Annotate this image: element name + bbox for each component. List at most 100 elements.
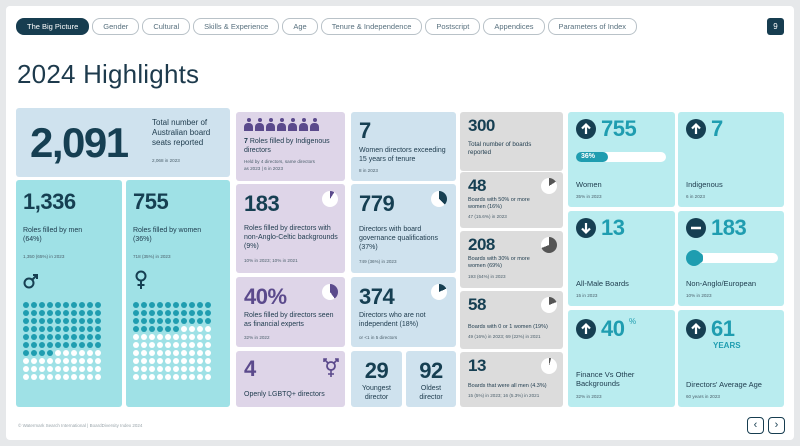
- tab-tenure-independence[interactable]: Tenure & Independence: [320, 18, 423, 35]
- dot-empty: [133, 350, 139, 356]
- dot-empty: [181, 374, 187, 380]
- women-panel-value: 755: [601, 116, 637, 141]
- dot-filled: [149, 310, 155, 316]
- tab-postscript[interactable]: Postscript: [425, 18, 481, 35]
- dot-empty: [181, 342, 187, 348]
- dot-filled: [63, 310, 69, 316]
- male-icon: [22, 272, 40, 290]
- financial-sub: 32% in 2022: [244, 335, 270, 340]
- dot-empty: [141, 342, 147, 348]
- dot-empty: [133, 342, 139, 348]
- b50-pie: [541, 178, 557, 194]
- prev-page-button[interactable]: ‹: [747, 417, 764, 434]
- dot-filled: [63, 334, 69, 340]
- tile-all-men: 13 Boards that were all men (4.3%) 15 (5…: [460, 352, 563, 407]
- dot-empty: [23, 366, 29, 372]
- men-value: 1,336: [23, 189, 76, 214]
- seats-sub: 2,068 in 2023: [152, 158, 180, 163]
- b01-pie: [541, 297, 557, 313]
- dot-filled: [189, 302, 195, 308]
- dot-filled: [87, 318, 93, 324]
- lgbtq-value: 4: [244, 356, 256, 381]
- dot-filled: [79, 318, 85, 324]
- tile-tenure: 7 Women directors exceeding 15 years of …: [351, 112, 456, 181]
- dot-empty: [71, 374, 77, 380]
- dot-empty: [149, 366, 155, 372]
- women-value: 755: [133, 189, 169, 214]
- seats-label: Total number of Australian board seats r…: [152, 118, 211, 147]
- dot-filled: [173, 302, 179, 308]
- dot-filled: [141, 302, 147, 308]
- tab-age[interactable]: Age: [282, 18, 318, 35]
- dot-filled: [39, 342, 45, 348]
- nonanglo-panel-sub: 10% in 2023: [686, 293, 712, 298]
- dot-empty: [95, 350, 101, 356]
- dot-empty: [23, 358, 29, 364]
- dot-filled: [23, 318, 29, 324]
- dot-empty: [205, 366, 211, 372]
- dot-filled: [23, 334, 29, 340]
- b01-label: Boards with 0 or 1 women (19%): [468, 324, 548, 330]
- oldest-label: Oldest director: [419, 385, 443, 401]
- boards-total-label: Total number of boards reported: [468, 141, 532, 156]
- dot-empty: [55, 350, 61, 356]
- tile-boards-0-1: 58 Boards with 0 or 1 women (19%) 49 (16…: [460, 291, 563, 349]
- independent-label: Directors who are not independent (18%): [359, 312, 426, 328]
- financial-pie: [322, 284, 338, 300]
- dot-empty: [165, 366, 171, 372]
- dot-filled: [133, 310, 139, 316]
- dot-empty: [165, 358, 171, 364]
- tab-skills-experience[interactable]: Skills & Experience: [193, 18, 280, 35]
- men-dot-grid: [23, 302, 102, 381]
- tab-cultural[interactable]: Cultural: [142, 18, 191, 35]
- tab-gender[interactable]: Gender: [92, 18, 140, 35]
- page-number: 9: [767, 18, 784, 35]
- b50-value: 48: [468, 176, 486, 195]
- tab-appendices[interactable]: Appendices: [483, 18, 545, 35]
- nonanglo-pie: [322, 191, 338, 207]
- independent-value: 374: [359, 284, 395, 309]
- dot-empty: [181, 326, 187, 332]
- dot-filled: [181, 310, 187, 316]
- arrow-diagonal-icon: [576, 319, 596, 339]
- b01-value: 58: [468, 295, 486, 314]
- dot-filled: [47, 310, 53, 316]
- female-icon: [133, 270, 149, 290]
- dot-filled: [181, 302, 187, 308]
- dot-filled: [63, 326, 69, 332]
- dot-filled: [157, 318, 163, 324]
- dot-empty: [71, 358, 77, 364]
- dot-empty: [23, 374, 29, 380]
- dot-empty: [149, 374, 155, 380]
- dot-filled: [87, 334, 93, 340]
- b50-sub: 47 (15.6%) in 2023: [468, 214, 507, 219]
- tab-big-picture[interactable]: The Big Picture: [16, 18, 90, 35]
- dot-filled: [55, 302, 61, 308]
- dot-filled: [31, 318, 37, 324]
- dot-empty: [47, 374, 53, 380]
- arrow-up-icon: [576, 119, 596, 139]
- dot-filled: [39, 350, 45, 356]
- dot-filled: [47, 318, 53, 324]
- next-page-button[interactable]: ›: [768, 417, 785, 434]
- dot-filled: [71, 342, 77, 348]
- dot-empty: [197, 326, 203, 332]
- dot-empty: [157, 366, 163, 372]
- youngest-value: 29: [364, 358, 389, 383]
- dot-filled: [79, 302, 85, 308]
- dot-filled: [71, 302, 77, 308]
- dot-empty: [87, 366, 93, 372]
- dot-filled: [149, 326, 155, 332]
- dot-filled: [141, 310, 147, 316]
- dot-filled: [205, 310, 211, 316]
- indigenous-roles-label: Roles filled by Indigenous directors: [244, 138, 330, 154]
- dot-filled: [197, 302, 203, 308]
- tab-parameters-of-index[interactable]: Parameters of Index: [547, 18, 638, 35]
- footer-credit: © Watermark Search International | Board…: [18, 423, 143, 428]
- governance-value: 779: [359, 191, 395, 216]
- arrow-up-icon: [686, 119, 706, 139]
- dot-filled: [149, 302, 155, 308]
- dot-filled: [157, 310, 163, 316]
- allmen-label: Boards that were all men (4.3%): [468, 383, 547, 389]
- youngest-label: Youngest director: [362, 385, 391, 401]
